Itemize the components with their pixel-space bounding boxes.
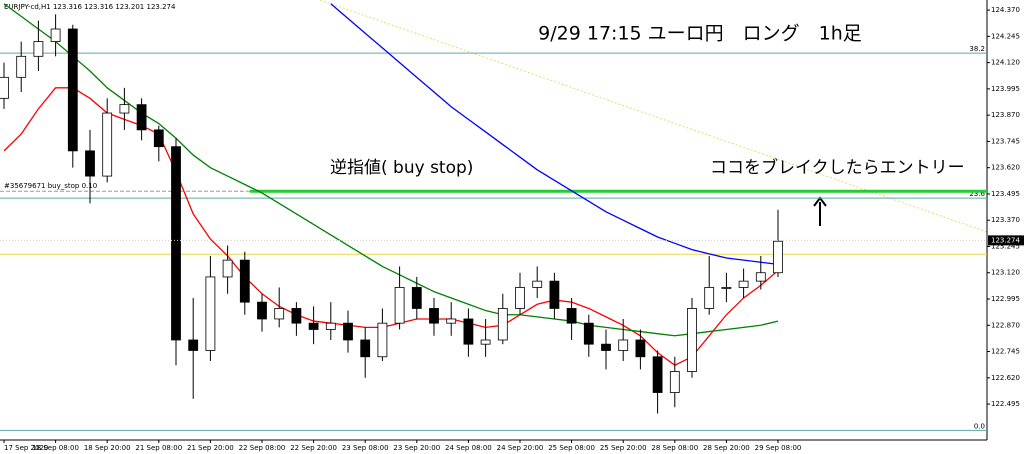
candle-body bbox=[257, 301, 267, 320]
y-tick-label: 123.995 bbox=[991, 85, 1020, 93]
x-tick-label: 24 Sep 08:00 bbox=[445, 444, 492, 452]
y-tick-label: 123.870 bbox=[991, 111, 1020, 119]
y-tick-label: 122.995 bbox=[991, 295, 1020, 303]
y-tick-label: 123.495 bbox=[991, 190, 1020, 198]
candle-body bbox=[549, 280, 560, 309]
x-tick-label: 25 Sep 20:00 bbox=[600, 444, 647, 452]
fib-label: 23.6 bbox=[969, 190, 985, 198]
candle-body bbox=[566, 308, 577, 324]
candle-body bbox=[704, 287, 715, 309]
x-tick-label: 21 Sep 20:00 bbox=[187, 444, 234, 452]
order-label: #35679671 buy_stop 0.10 bbox=[4, 182, 97, 190]
chart-header: EURJPY-cd,H1 123.316 123.316 123.201 123… bbox=[4, 3, 176, 11]
candle-body bbox=[394, 287, 405, 324]
candle-body bbox=[601, 343, 611, 351]
y-tick-label: 123.620 bbox=[991, 164, 1020, 172]
candle-body bbox=[119, 104, 130, 114]
candle-body bbox=[222, 259, 233, 278]
candle-body bbox=[738, 280, 749, 288]
fib-label: 38.2 bbox=[969, 45, 985, 53]
candle-body bbox=[239, 259, 250, 303]
candle-body bbox=[446, 318, 457, 324]
candle-body bbox=[360, 339, 371, 358]
candle-body bbox=[188, 339, 199, 351]
candle-body bbox=[583, 322, 594, 345]
candle-body bbox=[136, 104, 147, 131]
candle-body bbox=[773, 240, 783, 274]
x-tick-label: 23 Sep 20:00 bbox=[393, 444, 440, 452]
candle-body bbox=[618, 339, 629, 351]
candle-body bbox=[343, 322, 353, 341]
candle-body bbox=[377, 322, 388, 358]
candle-body bbox=[755, 272, 766, 282]
trend-line bbox=[319, 0, 988, 233]
x-tick-label: 24 Sep 20:00 bbox=[497, 444, 544, 452]
x-tick-label: 28 Sep 20:00 bbox=[703, 444, 750, 452]
last-price-box bbox=[988, 235, 1024, 246]
candle-body bbox=[429, 308, 439, 324]
y-tick-label: 122.620 bbox=[991, 374, 1020, 382]
candle-body bbox=[102, 112, 113, 177]
candle-body bbox=[480, 339, 491, 345]
y-tick-label: 123.745 bbox=[991, 137, 1020, 145]
x-tick-label: 25 Sep 08:00 bbox=[548, 444, 595, 452]
moving-average bbox=[3, 87, 779, 366]
annotation: 逆指値( buy stop) bbox=[330, 158, 473, 178]
y-tick-label: 123.120 bbox=[991, 269, 1020, 277]
candle-body bbox=[274, 308, 285, 320]
x-tick-label: 18 Sep 08:00 bbox=[32, 444, 79, 452]
x-tick-label: 23 Sep 08:00 bbox=[342, 444, 389, 452]
candle-body bbox=[85, 150, 95, 177]
moving-average bbox=[330, 3, 779, 265]
candle-body bbox=[721, 287, 732, 289]
candle-body bbox=[291, 308, 302, 324]
x-tick-label: 22 Sep 20:00 bbox=[290, 444, 337, 452]
candle-body bbox=[16, 55, 27, 78]
candle-body bbox=[171, 146, 181, 341]
x-tick-label: 22 Sep 08:00 bbox=[239, 444, 286, 452]
x-tick-label: 18 Sep 20:00 bbox=[84, 444, 131, 452]
x-tick-label: 21 Sep 08:00 bbox=[135, 444, 182, 452]
y-tick-label: 124.120 bbox=[991, 59, 1020, 67]
candle-body bbox=[33, 41, 44, 57]
candle-body bbox=[635, 339, 646, 358]
candle-body bbox=[497, 308, 508, 341]
candle-body bbox=[0, 76, 9, 99]
candle-body bbox=[205, 276, 216, 351]
candle-body bbox=[50, 28, 61, 43]
y-tick-label: 122.495 bbox=[991, 400, 1020, 408]
candle-body bbox=[463, 318, 474, 345]
candle-body bbox=[687, 308, 697, 372]
candle-body bbox=[532, 280, 543, 288]
candle-body bbox=[325, 322, 336, 330]
candle-body bbox=[411, 287, 422, 309]
candle-body bbox=[669, 371, 680, 393]
y-tick-label: 123.370 bbox=[991, 216, 1020, 224]
fib-label: 0.0 bbox=[974, 422, 985, 430]
candle-body bbox=[515, 287, 525, 309]
x-tick-label: 17 Sep 2020 bbox=[4, 444, 48, 452]
chart-title: 9/29 17:15 ユーロ円 ロング 1h足 bbox=[538, 23, 862, 45]
y-tick-label: 124.245 bbox=[991, 32, 1020, 40]
moving-average bbox=[3, 3, 779, 337]
y-tick-label: 122.870 bbox=[991, 321, 1020, 329]
y-tick-label: 122.745 bbox=[991, 348, 1020, 356]
x-tick-label: 28 Sep 08:00 bbox=[651, 444, 698, 452]
candle-body bbox=[308, 322, 319, 330]
x-tick-label: 29 Sep 08:00 bbox=[755, 444, 802, 452]
candle-body bbox=[652, 356, 663, 393]
annotation: ココをブレイクしたらエントリー bbox=[710, 157, 965, 178]
y-tick-label: 124.370 bbox=[991, 6, 1020, 14]
candle-body bbox=[67, 28, 78, 152]
candle-body bbox=[153, 129, 164, 148]
last-price-label: 123.274 bbox=[991, 236, 1020, 244]
y-tick-label: 123.245 bbox=[991, 242, 1020, 250]
